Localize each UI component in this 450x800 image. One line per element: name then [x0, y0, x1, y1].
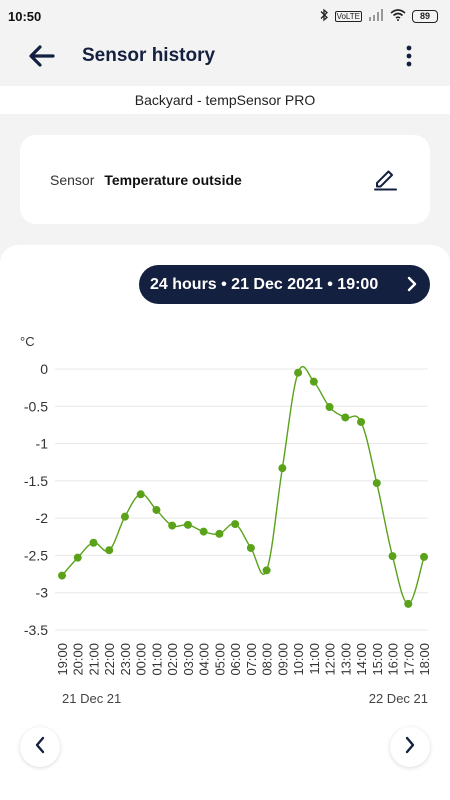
signal-icon [368, 8, 384, 24]
page-title: Sensor history [82, 45, 216, 66]
y-tick-label: 0 [40, 361, 48, 377]
status-time: 10:50 [8, 8, 42, 24]
back-button[interactable] [24, 42, 58, 74]
x-tick-label: 08:00 [260, 643, 275, 676]
data-point [420, 552, 428, 561]
data-point [183, 520, 192, 529]
more-vert-icon [406, 45, 412, 72]
data-point [89, 538, 98, 547]
data-point [325, 403, 334, 412]
arrow-left-icon [27, 44, 55, 73]
y-axis-label: °C [20, 334, 35, 349]
data-point [105, 546, 114, 555]
next-period-button[interactable] [390, 727, 430, 767]
data-point [58, 571, 66, 580]
bluetooth-icon [319, 8, 329, 25]
chevron-left-icon [34, 735, 46, 760]
data-point [199, 527, 208, 536]
app-bar: Sensor history [0, 32, 450, 84]
chart-panel: 24 hours • 21 Dec 2021 • 19:00 [0, 245, 450, 800]
end-date-label: 22 Dec 21 [369, 691, 428, 706]
data-point [294, 368, 303, 377]
pencil-icon [372, 165, 398, 196]
device-name: Backyard - tempSensor PRO [134, 92, 316, 108]
x-tick-label: 06:00 [228, 643, 243, 676]
x-tick-label: 16:00 [386, 643, 401, 676]
x-tick-label: 20:00 [71, 643, 86, 676]
x-tick-label: 07:00 [244, 643, 259, 676]
y-tick-label: -1 [36, 436, 49, 452]
y-tick-label: -3 [36, 585, 49, 601]
x-tick-label: 14:00 [354, 643, 369, 676]
data-point [388, 552, 397, 561]
data-point [215, 529, 224, 538]
temperature-chart: °C 0 -0.5 -1 -1.5 -2 -2.5 -3 -3.5 19:00 20:00 21:00… [20, 334, 432, 706]
data-point [136, 490, 145, 499]
x-tick-label: 19:00 [55, 643, 70, 676]
data-point [73, 553, 82, 562]
data-point [120, 512, 129, 521]
x-tick-label: 03:00 [181, 643, 196, 676]
y-tick-label: -2.5 [24, 547, 48, 563]
x-tick-label: 02:00 [165, 643, 180, 676]
x-tick-label: 15:00 [370, 643, 385, 676]
device-name-bar: Backyard - tempSensor PRO [0, 86, 450, 114]
data-point [341, 413, 350, 422]
x-tick-label: 11:00 [307, 643, 322, 675]
chevron-right-icon [404, 735, 416, 760]
x-tick-label: 22:00 [102, 643, 117, 676]
time-range-label: 24 hours • 21 Dec 2021 • 19:00 [150, 275, 379, 293]
status-icons: VoLTE 89 [319, 8, 438, 25]
data-point [262, 566, 271, 575]
y-tick-label: -1.5 [24, 473, 48, 489]
x-tick-label: 12:00 [323, 643, 338, 676]
data-point [231, 520, 240, 529]
time-range-button[interactable]: 24 hours • 21 Dec 2021 • 19:00 [139, 265, 430, 304]
chevron-right-icon [406, 275, 418, 298]
sensor-value: Temperature outside [104, 171, 242, 188]
x-tick-label: 10:00 [291, 643, 306, 676]
edit-sensor-button[interactable] [370, 165, 400, 195]
x-tick-label: 21:00 [86, 643, 101, 676]
wifi-icon [390, 8, 406, 24]
previous-period-button[interactable] [20, 727, 60, 767]
x-tick-label: 13:00 [338, 643, 353, 676]
x-tick-label: 05:00 [212, 643, 227, 676]
status-bar: 10:50 VoLTE 89 [0, 0, 450, 32]
y-tick-label: -3.5 [24, 622, 48, 638]
data-point [404, 599, 413, 608]
data-point [372, 479, 381, 488]
x-tick-label: 18:00 [417, 643, 432, 676]
x-tick-label: 17:00 [401, 643, 416, 676]
y-tick-label: -2 [36, 510, 49, 526]
x-tick-label: 01:00 [149, 643, 164, 676]
x-tick-label: 04:00 [197, 643, 212, 676]
y-tick-label: -0.5 [24, 398, 48, 414]
battery-icon: 89 [412, 9, 438, 23]
data-point [152, 505, 161, 514]
series-line [61, 365, 425, 605]
start-date-label: 21 Dec 21 [62, 691, 121, 706]
data-point [246, 543, 255, 552]
x-tick-label: 23:00 [118, 643, 133, 676]
sensor-label: Sensor [50, 171, 95, 188]
data-point [278, 464, 287, 473]
sensor-card: Sensor Temperature outside [20, 135, 430, 224]
more-options-button[interactable] [396, 44, 422, 72]
x-tick-label: 09:00 [275, 643, 290, 676]
volte-icon: VoLTE [334, 10, 362, 22]
x-tick-label: 00:00 [134, 643, 149, 676]
data-point [309, 377, 318, 386]
data-point [357, 417, 366, 426]
data-point [168, 521, 177, 530]
